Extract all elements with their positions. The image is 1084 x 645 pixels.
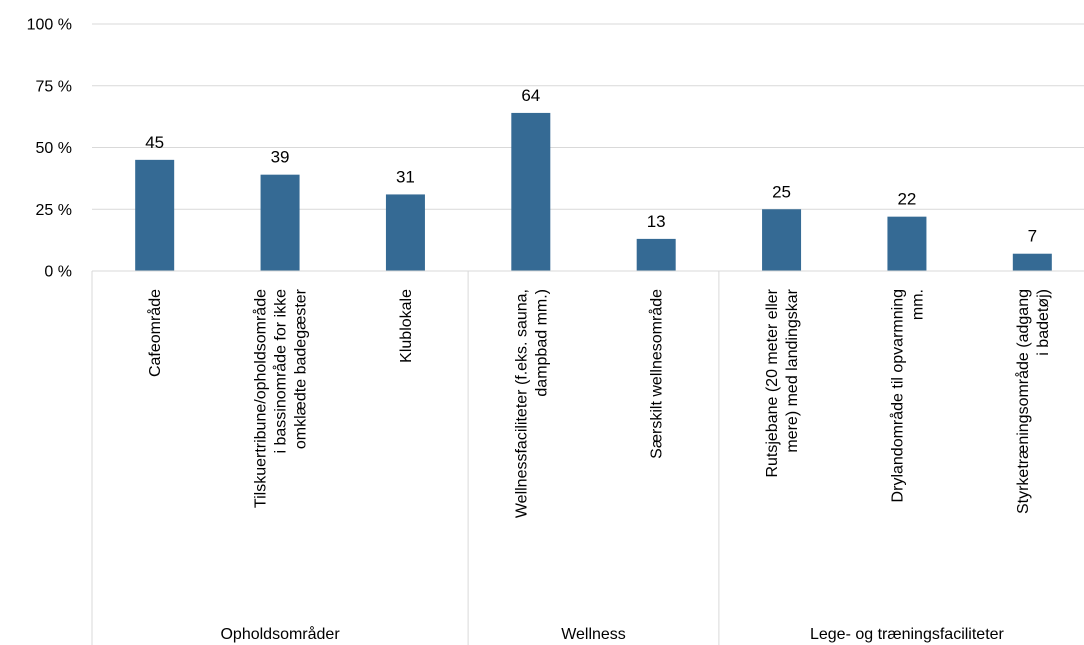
y-axis-tick-labels: 0 % 25 % 50 % 75 % 100 %: [27, 17, 72, 281]
y-tick-label: 100 %: [27, 17, 72, 34]
data-label: 45: [145, 133, 164, 152]
category-label-line: Styrketræningsområde (adgang: [1014, 289, 1032, 514]
category-label-line: Rutsjebane (20 meter eller: [764, 288, 781, 477]
y-tick-label: 25 %: [36, 202, 72, 219]
category-label-line: mm.: [909, 289, 926, 320]
data-label: 64: [521, 86, 540, 105]
bar: [636, 238, 676, 271]
category-label: Cafeområde: [146, 289, 164, 377]
data-label: 31: [396, 167, 415, 186]
data-label: 39: [271, 148, 290, 167]
bar: [385, 194, 425, 271]
category-label-line: omklædte badegæster: [293, 288, 310, 449]
category-label: Styrketræningsområde (adgang i badetøj): [1014, 289, 1052, 514]
category-label-line: Wellnessfaciliteter (f.eks. sauna,: [513, 289, 530, 518]
category-label-line: Tilskuertribune/opholdsområde: [252, 289, 270, 508]
bar: [260, 174, 300, 271]
category-label-line: i badetøj): [1035, 289, 1052, 356]
data-label: 25: [772, 182, 791, 201]
category-label: Tilskuertribune/opholdsområde i bassinomr…: [252, 288, 310, 508]
category-label-line: Cafeområde: [146, 289, 164, 377]
bar: [135, 159, 175, 271]
category-label: Klublokale: [398, 289, 415, 363]
data-labels: 45 39 31 64 13 25 22 7: [145, 86, 1037, 246]
data-label: 22: [897, 190, 916, 209]
category-label: Drylandområde til opvarmning mm.: [888, 289, 926, 502]
y-tick-label: 0 %: [44, 264, 72, 281]
category-label: Særskilt wellnesområde: [648, 289, 666, 459]
group-label: Lege- og træningsfaciliteter: [810, 626, 1005, 643]
category-label-line: Særskilt wellnesområde: [648, 289, 666, 459]
group-label: Opholdsområder: [220, 625, 340, 643]
category-label-line: mere) med landingskar: [784, 288, 801, 452]
category-label: Rutsjebane (20 meter eller mere) med land…: [764, 288, 801, 477]
data-label: 13: [647, 212, 666, 231]
category-label-line: dampbad mm.): [533, 289, 550, 397]
y-tick-label: 50 %: [36, 140, 72, 157]
group-label: Wellness: [561, 626, 626, 643]
grid-lines: [92, 23, 1084, 210]
bar: [511, 112, 551, 271]
data-label: 7: [1028, 227, 1037, 246]
bar: [762, 209, 802, 271]
category-labels: Cafeområde Tilskuertribune/opholdsområde i…: [146, 288, 1052, 518]
category-label-line: Drylandområde til opvarmning: [888, 289, 906, 502]
group-labels: Opholdsområder Wellness Lege- og træningsf…: [220, 625, 1004, 643]
bar: [1012, 253, 1052, 271]
y-tick-label: 75 %: [36, 78, 72, 95]
bar: [887, 216, 927, 271]
category-label: Wellnessfaciliteter (f.eks. sauna, dampba…: [513, 289, 550, 518]
category-label-line: Klublokale: [398, 289, 415, 363]
bars: [135, 112, 1052, 271]
category-axis: [91, 270, 1084, 645]
category-label-line: i bassinområde for ikke: [272, 289, 290, 454]
